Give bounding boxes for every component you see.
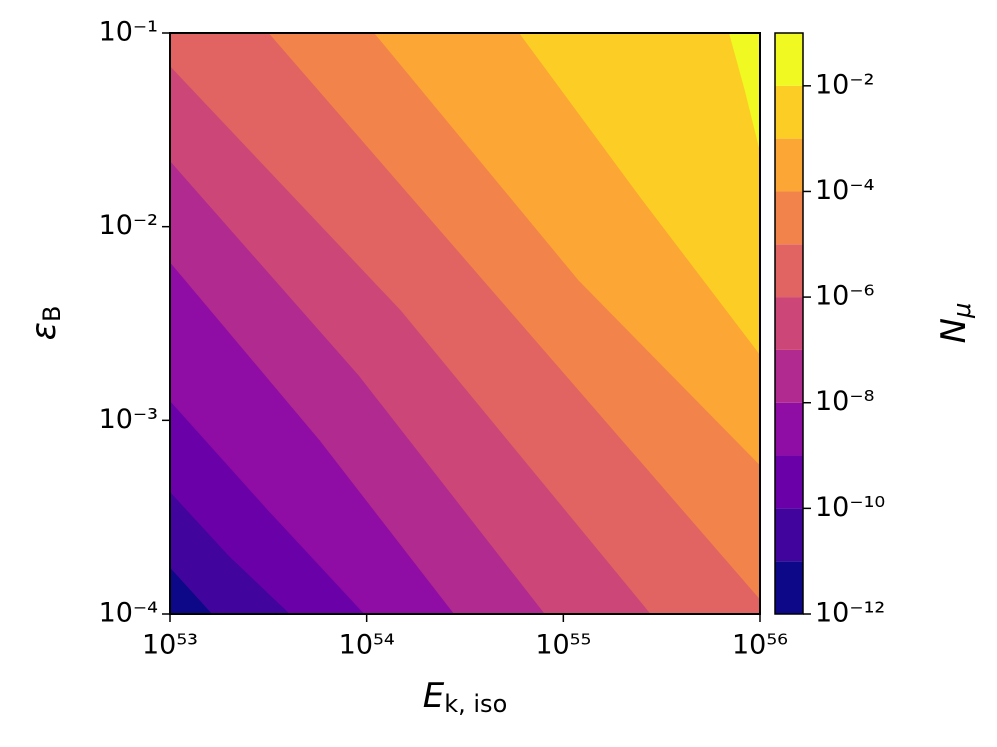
colorbar-tick-label: 10⁻¹⁰ <box>815 492 885 523</box>
x-tick-label: 10⁵⁵ <box>535 630 591 661</box>
contour-line <box>169 261 456 615</box>
colorbar-band <box>775 561 803 614</box>
y-tick-label: 10⁻¹ <box>99 17 158 48</box>
y-label-sub: B <box>38 306 66 322</box>
colorbar-band <box>775 244 803 298</box>
contour-line <box>169 160 546 615</box>
y-label-main: ε <box>24 322 64 340</box>
x-axis-label: Ek, iso <box>423 676 508 719</box>
colorbar-band <box>775 33 803 86</box>
contour-line <box>729 32 761 150</box>
colorbar-tick-label: 10⁻⁶ <box>815 281 874 312</box>
y-tick-label: 10⁻² <box>99 210 158 241</box>
colorbar-tick-label: 10⁻² <box>815 69 874 100</box>
colorbar-band <box>775 402 803 456</box>
colorbar-tick-label: 10⁻¹² <box>815 598 885 629</box>
x-tick-label: 10⁵⁶ <box>732 630 788 661</box>
x-tick-label: 10⁵⁴ <box>339 630 395 661</box>
x-label-main: E <box>423 676 445 716</box>
colorbar-label-main: N <box>934 318 974 343</box>
contour-line <box>268 32 761 599</box>
colorbar-frame <box>774 32 804 615</box>
y-axis-label: εB <box>24 306 67 341</box>
colorbar-band <box>775 191 803 245</box>
x-label-sub: k, iso <box>444 690 507 718</box>
y-tick-label: 10⁻⁴ <box>99 598 158 629</box>
x-tick-label: 10⁵³ <box>142 630 198 661</box>
colorbar-band <box>775 85 803 139</box>
contour-line <box>169 65 652 615</box>
colorbar-band <box>775 455 803 509</box>
colorbar-label-sub: μ <box>948 303 976 319</box>
colorbar-band <box>775 349 803 403</box>
plot-frame <box>169 32 761 615</box>
contour-line <box>374 32 761 466</box>
colorbar-band <box>775 297 803 350</box>
contour-line <box>169 566 214 615</box>
colorbar-tick-label: 10⁻⁸ <box>815 386 874 417</box>
colorbar-label: Nμ <box>934 303 977 344</box>
colorbar-band <box>775 508 803 562</box>
y-tick-label: 10⁻³ <box>99 404 158 435</box>
contour-line <box>169 490 291 615</box>
contour-line <box>519 32 761 355</box>
contour-line <box>169 399 366 615</box>
colorbar-band <box>775 138 803 192</box>
colorbar-tick-label: 10⁻⁴ <box>815 175 874 206</box>
